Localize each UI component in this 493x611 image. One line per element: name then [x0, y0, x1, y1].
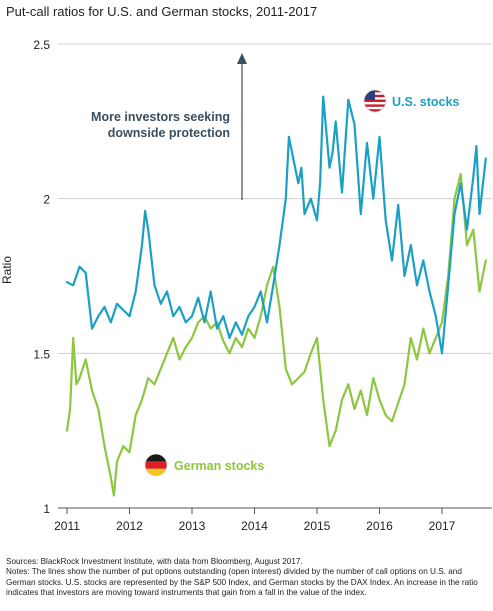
- german-flag-icon: [144, 453, 168, 477]
- x-tick-label: 2017: [429, 519, 456, 533]
- annotation-text: downside protection: [108, 126, 230, 140]
- y-tick-label: 2.5: [33, 38, 50, 52]
- x-tick-label: 2015: [304, 519, 331, 533]
- german-stocks-line: [65, 172, 487, 497]
- annotation-text: More investors seeking: [91, 110, 230, 124]
- x-tick-label: 2012: [116, 519, 143, 533]
- put-call-ratio-chart: 1 1.5 2 2.5 2011 2012 2013 2014 2015 2016 2017 Rat…: [0, 38, 492, 533]
- chart-title: Put-call ratios for U.S. and German stoc…: [6, 4, 318, 19]
- us-stocks-line: [65, 95, 487, 355]
- german-legend-label: German stocks: [174, 459, 264, 473]
- y-tick-label: 2: [43, 193, 50, 207]
- us-flag-icon: [363, 89, 387, 113]
- arrow-head-icon: [237, 53, 247, 64]
- sources-text: Sources: BlackRock Investment Institute,…: [6, 557, 303, 566]
- y-tick-label: 1.5: [33, 347, 50, 361]
- y-axis-label: Ratio: [0, 256, 14, 284]
- notes-text: Notes: The lines show the number of put …: [6, 567, 478, 598]
- x-tick-label: 2016: [366, 519, 393, 533]
- x-tick-label: 2013: [179, 519, 206, 533]
- x-tick-label: 2014: [241, 519, 268, 533]
- footnotes: Sources: BlackRock Investment Institute,…: [6, 557, 490, 599]
- us-legend-label: U.S. stocks: [392, 95, 459, 109]
- x-tick-label: 2011: [54, 519, 80, 533]
- y-tick-label: 1: [43, 502, 50, 516]
